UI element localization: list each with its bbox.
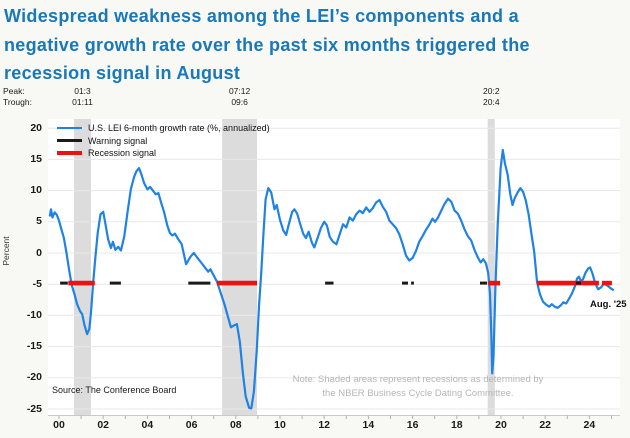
lei-series-label: U.S. LEI 6-month growth rate (%, annuali… [88, 123, 270, 134]
x-tick-label-20: 20 [495, 419, 507, 431]
peak-row-label: Peak: [3, 86, 25, 96]
source-text: Source: The Conference Board [52, 385, 177, 395]
x-tick-label-02: 02 [97, 419, 110, 431]
end-point-label: Aug. '25 [590, 299, 627, 310]
y-tick-label-20: 20 [30, 121, 42, 134]
x-tick-label-08: 08 [229, 419, 242, 431]
y-tick-label--25: -25 [26, 402, 42, 415]
nber-note-line-2: the NBER Business Cycle Dating Committee… [322, 387, 514, 399]
legend-row-recession: Recession signal [57, 147, 270, 159]
recession-signal-label: Recession signal [88, 147, 157, 158]
y-tick-label--5: -5 [32, 277, 42, 290]
recession-band-2 [222, 119, 257, 416]
x-tick-label-12: 12 [318, 419, 331, 431]
y-tick-label-10: 10 [30, 184, 42, 197]
legend-row-lei: U.S. LEI 6-month growth rate (%, annuali… [57, 122, 270, 134]
y-tick-label--15: -15 [26, 340, 42, 353]
y-tick-label-5: 5 [36, 215, 42, 228]
x-tick-label-16: 16 [406, 419, 419, 431]
legend-row-warning: Warning signal [57, 134, 270, 146]
y-tick-label--20: -20 [26, 371, 42, 384]
peak-date-1: 01:3 [74, 86, 91, 96]
peak-date-2: 07:12 [228, 86, 251, 96]
x-tick-label-18: 18 [450, 419, 463, 431]
chart-title-line-3: recession signal in August [4, 63, 241, 83]
x-tick-label-04: 04 [141, 419, 154, 431]
warning-signal-label: Warning signal [88, 135, 148, 146]
trough-date-2: 09:6 [231, 96, 248, 107]
x-tick-label-24: 24 [583, 419, 596, 431]
plot-area [48, 119, 620, 416]
recession-band-1 [74, 119, 91, 416]
warning-signal-swatch-icon [57, 139, 82, 142]
x-tick-label-00: 00 [53, 419, 65, 431]
trough-row-label: Trough: [3, 96, 32, 107]
y-tick-label--10: -10 [26, 308, 42, 321]
nber-note-line-1: Note: Shaded areas represent recessions … [292, 374, 544, 385]
x-tick-label-22: 22 [539, 419, 552, 431]
legend: U.S. LEI 6-month growth rate (%, annuali… [57, 122, 270, 159]
peak-date-3: 20:2 [483, 86, 500, 96]
trough-date-3: 20:4 [483, 96, 500, 107]
trough-date-1: 01:11 [72, 96, 93, 107]
recession-band-3 [487, 119, 495, 416]
chart-title-line-1: Widespread weakness among the LEI’s comp… [4, 6, 519, 26]
x-tick-label-06: 06 [185, 419, 198, 431]
recession-signal-swatch-icon [57, 150, 82, 156]
y-tick-label-15: 15 [30, 152, 42, 165]
x-tick-label-10: 10 [274, 419, 286, 431]
x-tick-label-14: 14 [362, 419, 375, 431]
lei-line-swatch-icon [57, 127, 82, 130]
y-tick-label-0: 0 [36, 246, 42, 259]
chart-title: Widespread weakness among the LEI’s comp… [4, 2, 530, 88]
chart-title-line-2: negative growth rate over the past six m… [4, 34, 530, 55]
nber-note: Note: Shaded areas represent recessions … [248, 373, 588, 400]
